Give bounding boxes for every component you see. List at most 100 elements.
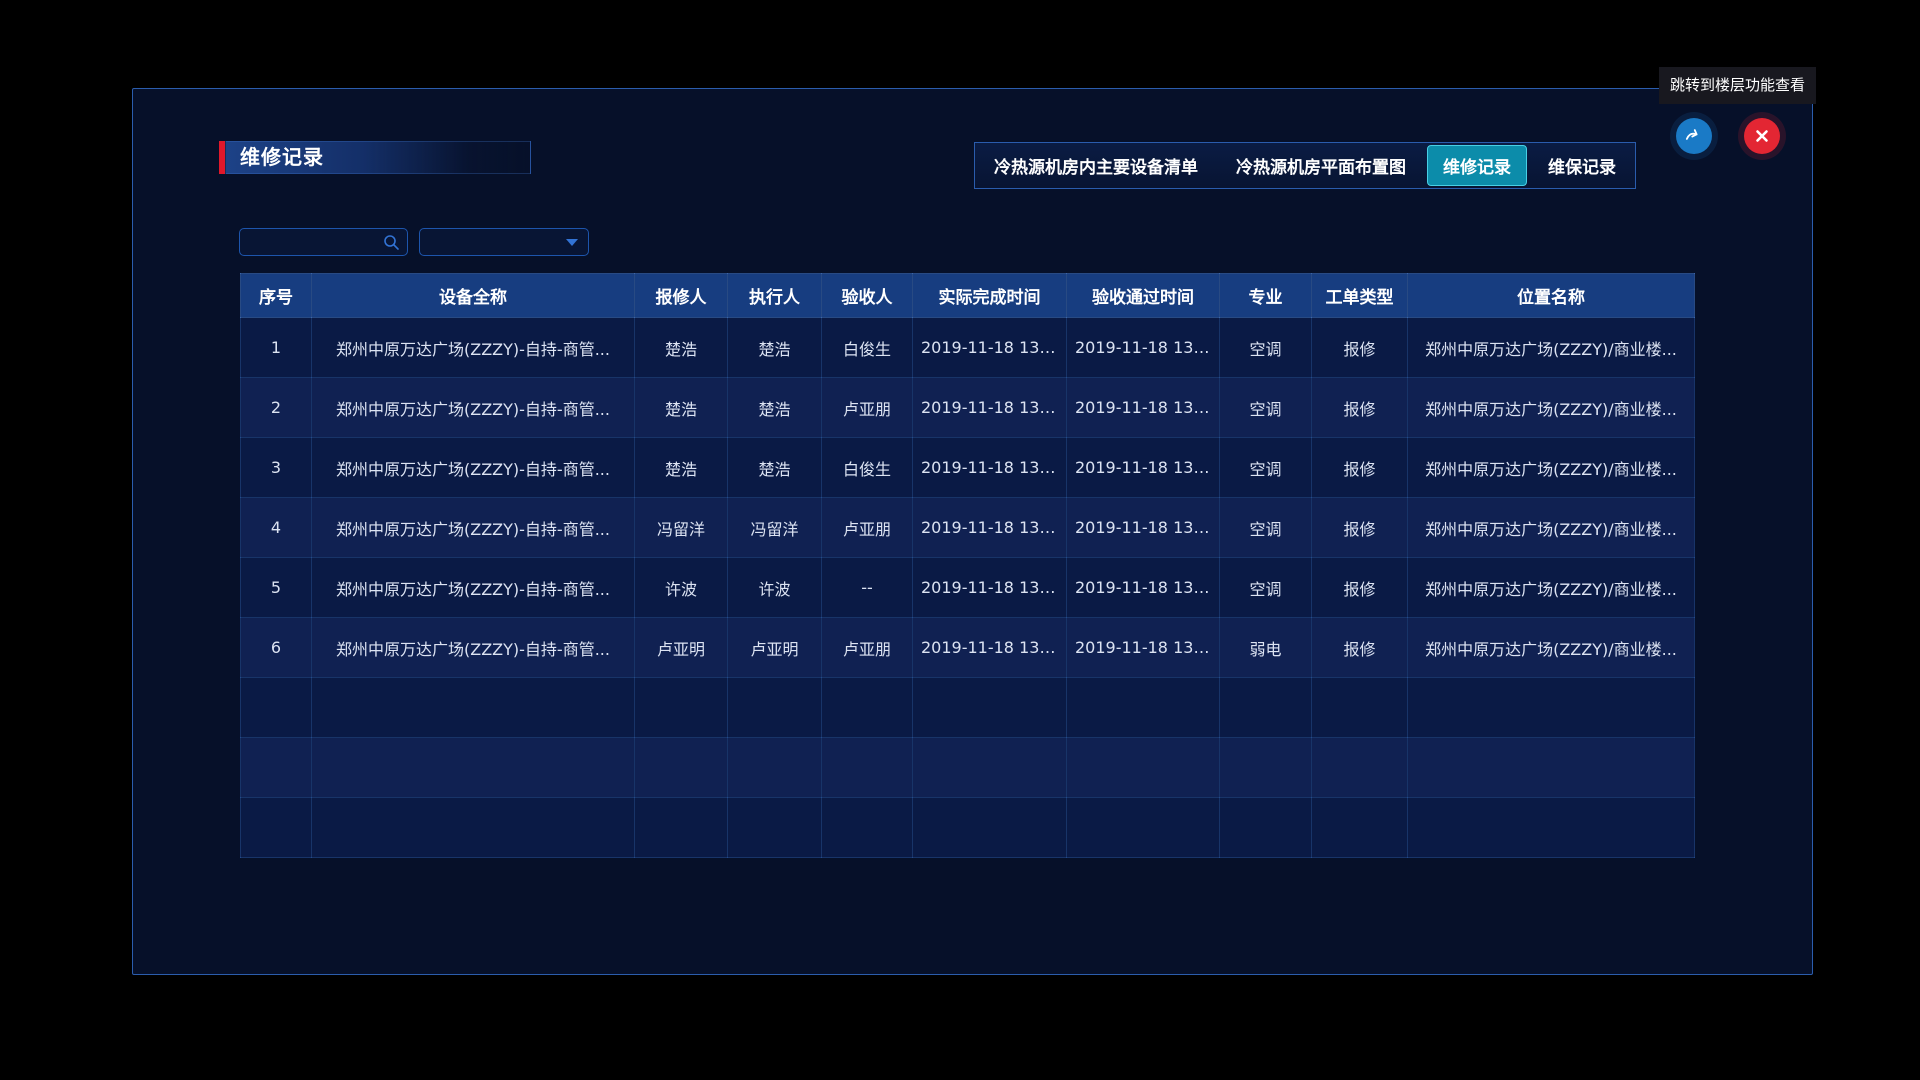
empty-cell [727, 677, 822, 738]
table-cell: 空调 [1219, 437, 1312, 498]
table-cell: 2019-11-18 13:00 [1066, 617, 1220, 678]
column-header: 实际完成时间 [912, 273, 1067, 318]
table-cell: 2019-11-18 13:00 [1066, 317, 1220, 378]
table-cell: 2019-11-18 13:00 [912, 617, 1067, 678]
empty-cell [311, 677, 635, 738]
table-cell: 楚浩 [727, 317, 822, 378]
tab-repair-records[interactable]: 维修记录 [1427, 145, 1527, 186]
tab-bar: 冷热源机房内主要设备清单 冷热源机房平面布置图 维修记录 维保记录 [974, 142, 1636, 189]
table-cell: 2019-11-18 13:00 [1066, 557, 1220, 618]
table-cell: 弱电 [1219, 617, 1312, 678]
search-input[interactable] [240, 229, 407, 255]
table-cell: 2019-11-18 13:00 [1066, 437, 1220, 498]
empty-cell [912, 737, 1067, 798]
empty-cell [821, 677, 913, 738]
empty-cell [727, 737, 822, 798]
table-cell: 报修 [1311, 497, 1408, 558]
table-cell: 报修 [1311, 317, 1408, 378]
table-cell: 郑州中原万达广场(ZZZY)-自持-商管... [311, 437, 635, 498]
table-row[interactable]: 5 郑州中原万达广场(ZZZY)-自持-商管... 许波 许波 -- 2019-11-18… [240, 557, 1695, 618]
table-row[interactable]: 3 郑州中原万达广场(ZZZY)-自持-商管... 楚浩 楚浩 白俊生 2019-11-1… [240, 437, 1695, 498]
search-box [239, 228, 408, 256]
table-cell: 楚浩 [634, 437, 728, 498]
table-cell: 6 [240, 617, 312, 678]
empty-cell [727, 797, 822, 858]
share-icon [1684, 126, 1704, 146]
empty-cell [821, 737, 913, 798]
tab-maintenance-records[interactable]: 维保记录 [1548, 158, 1616, 178]
table-cell: 2019-11-18 13:00 [912, 377, 1067, 438]
column-header: 执行人 [727, 273, 822, 318]
table-cell: 3 [240, 437, 312, 498]
table-row[interactable]: 4 郑州中原万达广场(ZZZY)-自持-商管... 冯留洋 冯留洋 卢亚朋 2019-11… [240, 497, 1695, 558]
table-cell: 报修 [1311, 617, 1408, 678]
empty-cell [1407, 737, 1695, 798]
table-cell: 2 [240, 377, 312, 438]
table-cell: 楚浩 [727, 377, 822, 438]
empty-cell [1066, 797, 1220, 858]
table-row[interactable]: 2 郑州中原万达广场(ZZZY)-自持-商管... 楚浩 楚浩 卢亚朋 2019-11-1… [240, 377, 1695, 438]
table-cell: 白俊生 [821, 437, 913, 498]
table-cell: 郑州中原万达广场(ZZZY)/商业楼... [1407, 497, 1695, 558]
column-header: 位置名称 [1407, 273, 1695, 318]
jump-to-floor-button[interactable] [1676, 118, 1712, 154]
column-header: 验收人 [821, 273, 913, 318]
tooltip-floor-jump: 跳转到楼层功能查看 [1659, 67, 1817, 104]
repair-records-panel: 维修记录 冷热源机房内主要设备清单 冷热源机房平面布置图 维修记录 维保记录 [132, 88, 1813, 975]
table-cell: 空调 [1219, 497, 1312, 558]
table-cell: 5 [240, 557, 312, 618]
empty-cell [240, 737, 312, 798]
empty-cell [1407, 797, 1695, 858]
table-cell: 冯留洋 [727, 497, 822, 558]
table-cell: 白俊生 [821, 317, 913, 378]
table-cell: 卢亚朋 [821, 377, 913, 438]
page-title: 维修记录 [240, 145, 324, 169]
table-cell: 郑州中原万达广场(ZZZY)-自持-商管... [311, 617, 635, 678]
empty-cell [1066, 677, 1220, 738]
table-row[interactable]: 6 郑州中原万达广场(ZZZY)-自持-商管... 卢亚明 卢亚明 卢亚朋 2019-11… [240, 617, 1695, 678]
table-cell: 2019-11-18 13:00 [1066, 377, 1220, 438]
tab-equipment-list[interactable]: 冷热源机房内主要设备清单 [994, 158, 1198, 178]
column-header: 设备全称 [311, 273, 635, 318]
table-cell: 卢亚明 [634, 617, 728, 678]
table-cell: 2019-11-18 13:00 [912, 557, 1067, 618]
table-cell: 卢亚朋 [821, 497, 913, 558]
table-header: 序号 设备全称 报修人 执行人 验收人 实际完成时间 验收通过时间 专业 工单类型 位置名称 [240, 273, 1695, 318]
table-cell: 郑州中原万达广场(ZZZY)-自持-商管... [311, 377, 635, 438]
table-row[interactable]: 1 郑州中原万达广场(ZZZY)-自持-商管... 楚浩 楚浩 白俊生 2019-11-1… [240, 317, 1695, 378]
table-cell: 郑州中原万达广场(ZZZY)/商业楼... [1407, 617, 1695, 678]
table-cell: 冯留洋 [634, 497, 728, 558]
column-header: 工单类型 [1311, 273, 1408, 318]
table-cell: 空调 [1219, 557, 1312, 618]
table-cell: 卢亚明 [727, 617, 822, 678]
table-cell: 2019-11-18 13:00 [1066, 497, 1220, 558]
close-button[interactable] [1744, 118, 1780, 154]
table-cell: 2019-11-18 13:00 [912, 317, 1067, 378]
empty-cell [634, 677, 728, 738]
table-cell: 郑州中原万达广场(ZZZY)/商业楼... [1407, 377, 1695, 438]
table-cell: 楚浩 [634, 377, 728, 438]
empty-cell [1407, 677, 1695, 738]
empty-cell [240, 677, 312, 738]
empty-cell [1311, 737, 1408, 798]
empty-row [240, 677, 1695, 738]
empty-cell [311, 797, 635, 858]
table-cell: 报修 [1311, 377, 1408, 438]
table-cell: 郑州中原万达广场(ZZZY)-自持-商管... [311, 317, 635, 378]
table-cell: 1 [240, 317, 312, 378]
empty-cell [912, 797, 1067, 858]
table-cell: 2019-11-18 13:00 [912, 437, 1067, 498]
column-header: 序号 [240, 273, 312, 318]
table-cell: 卢亚朋 [821, 617, 913, 678]
empty-cell [1311, 797, 1408, 858]
tab-floor-plan[interactable]: 冷热源机房平面布置图 [1236, 158, 1406, 178]
empty-row [240, 797, 1695, 858]
filter-dropdown[interactable] [419, 228, 589, 256]
table-cell: 报修 [1311, 557, 1408, 618]
search-icon [383, 234, 400, 255]
table-cell: 许波 [634, 557, 728, 618]
empty-cell [311, 737, 635, 798]
